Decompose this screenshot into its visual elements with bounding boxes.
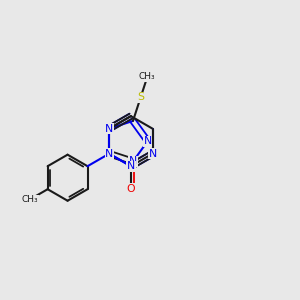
Text: S: S	[137, 92, 144, 102]
Text: N: N	[105, 149, 113, 159]
Text: N: N	[127, 161, 135, 171]
Text: CH₃: CH₃	[139, 72, 156, 81]
Text: N: N	[148, 149, 157, 159]
Text: O: O	[127, 184, 135, 194]
Text: N: N	[144, 136, 152, 146]
Text: CH₃: CH₃	[22, 195, 38, 204]
Text: N: N	[129, 156, 137, 167]
Text: N: N	[105, 124, 113, 134]
